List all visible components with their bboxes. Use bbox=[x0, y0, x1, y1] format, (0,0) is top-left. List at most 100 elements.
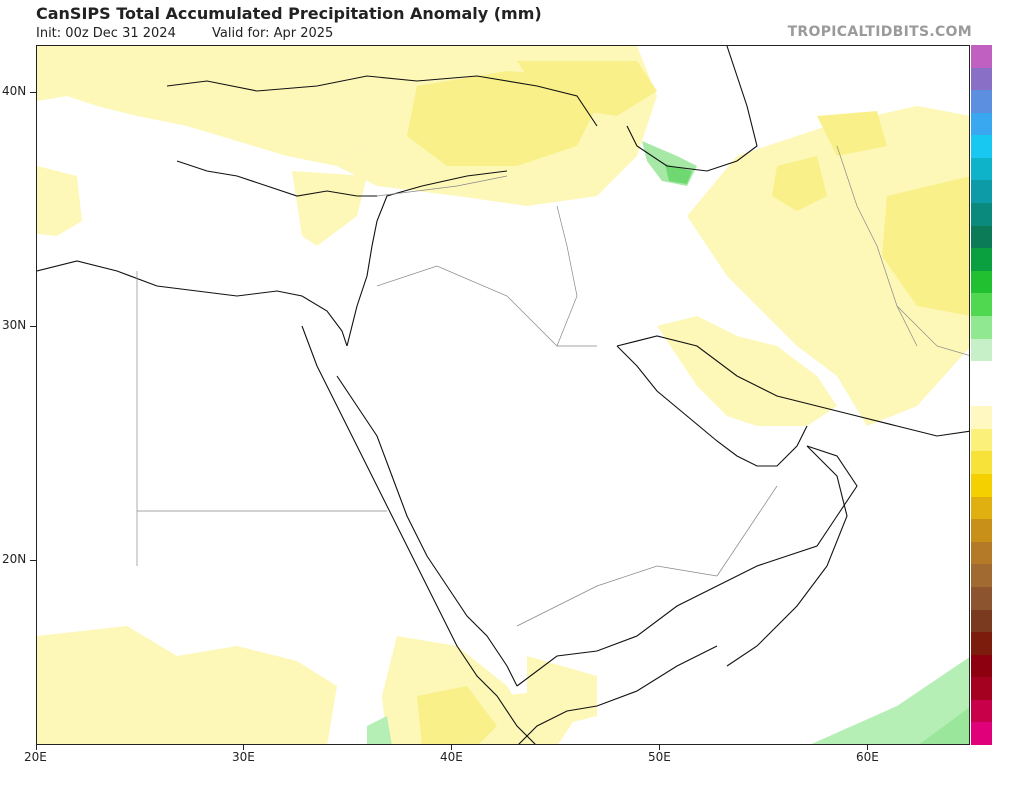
lat-tick-20n bbox=[30, 560, 36, 561]
colorbar-label: -250 bbox=[1008, 692, 1024, 707]
colorbar-segment bbox=[971, 428, 992, 452]
colorbar-segment bbox=[971, 112, 992, 136]
colorbar-segment bbox=[971, 315, 992, 340]
coastline-persian-gulf bbox=[616, 345, 808, 467]
colorbar-label: 250 bbox=[1008, 150, 1024, 165]
colorbar-segment bbox=[971, 564, 992, 588]
anomaly-fill-horn bbox=[497, 686, 597, 744]
colorbar-segment bbox=[971, 135, 992, 159]
colorbar-label: 100 bbox=[1008, 240, 1024, 255]
colorbar-segment bbox=[971, 361, 992, 385]
colorbar-segment bbox=[971, 45, 992, 69]
lon-label-20e: 20E bbox=[24, 750, 47, 764]
watermark: TROPICALTIDBITS.COM bbox=[787, 24, 972, 40]
colorbar-segment bbox=[971, 203, 992, 227]
border-oman-saudi bbox=[716, 485, 778, 577]
colorbar-segment bbox=[971, 699, 992, 723]
coastline-gulf-of-aden bbox=[518, 645, 718, 744]
anomaly-fill-caspian-dark-green bbox=[665, 164, 692, 184]
border-iran-afghanistan bbox=[836, 145, 918, 347]
anomaly-fill-sudan bbox=[37, 626, 337, 744]
colorbar-label: -100 bbox=[1008, 602, 1024, 617]
lat-label-40n: 40N bbox=[2, 84, 27, 98]
coastline-red-sea-east bbox=[336, 375, 518, 687]
colorbar-segment bbox=[971, 451, 992, 475]
lat-tick-40n bbox=[30, 92, 36, 93]
colorbar-segment bbox=[971, 157, 992, 181]
colorbar-segment bbox=[971, 474, 992, 498]
coastline-turkey-south bbox=[176, 160, 377, 197]
colorbar-segment bbox=[971, 406, 992, 430]
anomaly-fill-layer bbox=[37, 46, 969, 744]
anomaly-fill-balkans bbox=[37, 46, 377, 166]
anomaly-fill-caucasus bbox=[517, 61, 657, 116]
anomaly-fill-arabian-sea-core bbox=[919, 707, 969, 744]
lon-label-60e: 60E bbox=[856, 750, 879, 764]
lat-tick-30n bbox=[30, 326, 36, 327]
colorbar-label: -450 bbox=[1008, 782, 1024, 797]
init-time: Init: 00z Dec 31 2024 bbox=[36, 26, 176, 41]
colorbar-segment bbox=[971, 609, 992, 633]
colorbar-segment bbox=[971, 293, 992, 317]
colorbar-label: 0 bbox=[1008, 421, 1024, 436]
colorbar-segment bbox=[971, 654, 992, 678]
colorbar-segment bbox=[971, 67, 992, 91]
anomaly-fill-iran bbox=[687, 106, 969, 426]
lon-tick-30e bbox=[243, 745, 244, 750]
chart-title: CanSIPS Total Accumulated Precipitation … bbox=[36, 4, 542, 23]
colorbar-segment bbox=[971, 722, 992, 746]
colorbar-label: 30 bbox=[1008, 331, 1024, 346]
colorbar-segment bbox=[971, 586, 992, 610]
anomaly-fill-east-africa bbox=[367, 716, 392, 744]
border-pakistan bbox=[896, 305, 969, 356]
lon-label-30e: 30E bbox=[232, 750, 255, 764]
anomaly-fill-arabian-sea bbox=[811, 657, 969, 744]
colorbar-label: 150 bbox=[1008, 195, 1024, 210]
colorbar-segment bbox=[971, 632, 992, 656]
anomaly-fill-persian-gulf bbox=[657, 316, 837, 426]
lat-label-30n: 30N bbox=[2, 318, 27, 332]
colorbar-label: -50 bbox=[1008, 556, 1024, 571]
coastline-red-sea-west bbox=[301, 325, 536, 744]
colorbar-segment bbox=[971, 519, 992, 543]
border-layer bbox=[136, 145, 969, 627]
lon-label-50e: 50E bbox=[648, 750, 671, 764]
anomaly-fill-cyprus bbox=[292, 171, 367, 246]
colorbar-label: 350 bbox=[1008, 105, 1024, 120]
coastline-arabian-sea bbox=[726, 445, 848, 667]
coastline-black-sea bbox=[166, 75, 598, 127]
coastline-arabia-south bbox=[516, 445, 858, 687]
colorbar-segment bbox=[971, 180, 992, 204]
colorbar-segment bbox=[971, 383, 992, 407]
anomaly-fill-west-aegean bbox=[37, 166, 82, 236]
coastline-caspian bbox=[626, 46, 758, 172]
colorbar-label: -350 bbox=[1008, 737, 1024, 752]
colorbar-labels: 4503502501501005030100-10-30-50-100-150-… bbox=[992, 45, 1024, 745]
colorbar-segment bbox=[971, 338, 992, 362]
coastline-layer bbox=[37, 46, 969, 744]
colorbar-segment bbox=[971, 496, 992, 520]
coastline-levant bbox=[346, 170, 508, 347]
anomaly-fill-north-iran bbox=[817, 111, 887, 156]
colorbar-segment bbox=[971, 677, 992, 701]
colorbar-label: 10 bbox=[1008, 376, 1024, 391]
colorbar bbox=[971, 45, 992, 746]
valid-time: Valid for: Apr 2025 bbox=[212, 26, 334, 41]
map-canvas bbox=[37, 46, 969, 744]
coastline-north-africa bbox=[37, 260, 348, 347]
anomaly-fill-ethiopia-core bbox=[417, 686, 497, 744]
colorbar-label: 50 bbox=[1008, 285, 1024, 300]
border-saudi-iraq bbox=[376, 265, 597, 347]
anomaly-fill-east-iran bbox=[772, 156, 827, 211]
colorbar-segment bbox=[971, 270, 992, 294]
colorbar-label: -10 bbox=[1008, 466, 1024, 481]
border-turkey-syria bbox=[376, 175, 508, 197]
colorbar-label: 450 bbox=[1008, 60, 1024, 75]
colorbar-label: -150 bbox=[1008, 647, 1024, 662]
coastline-iran-south bbox=[616, 335, 969, 437]
lon-tick-60e bbox=[867, 745, 868, 750]
precipitation-anomaly-map bbox=[36, 45, 970, 745]
lat-label-20n: 20N bbox=[2, 552, 27, 566]
border-saudi-yemen bbox=[516, 565, 718, 627]
colorbar-segment bbox=[971, 225, 992, 249]
